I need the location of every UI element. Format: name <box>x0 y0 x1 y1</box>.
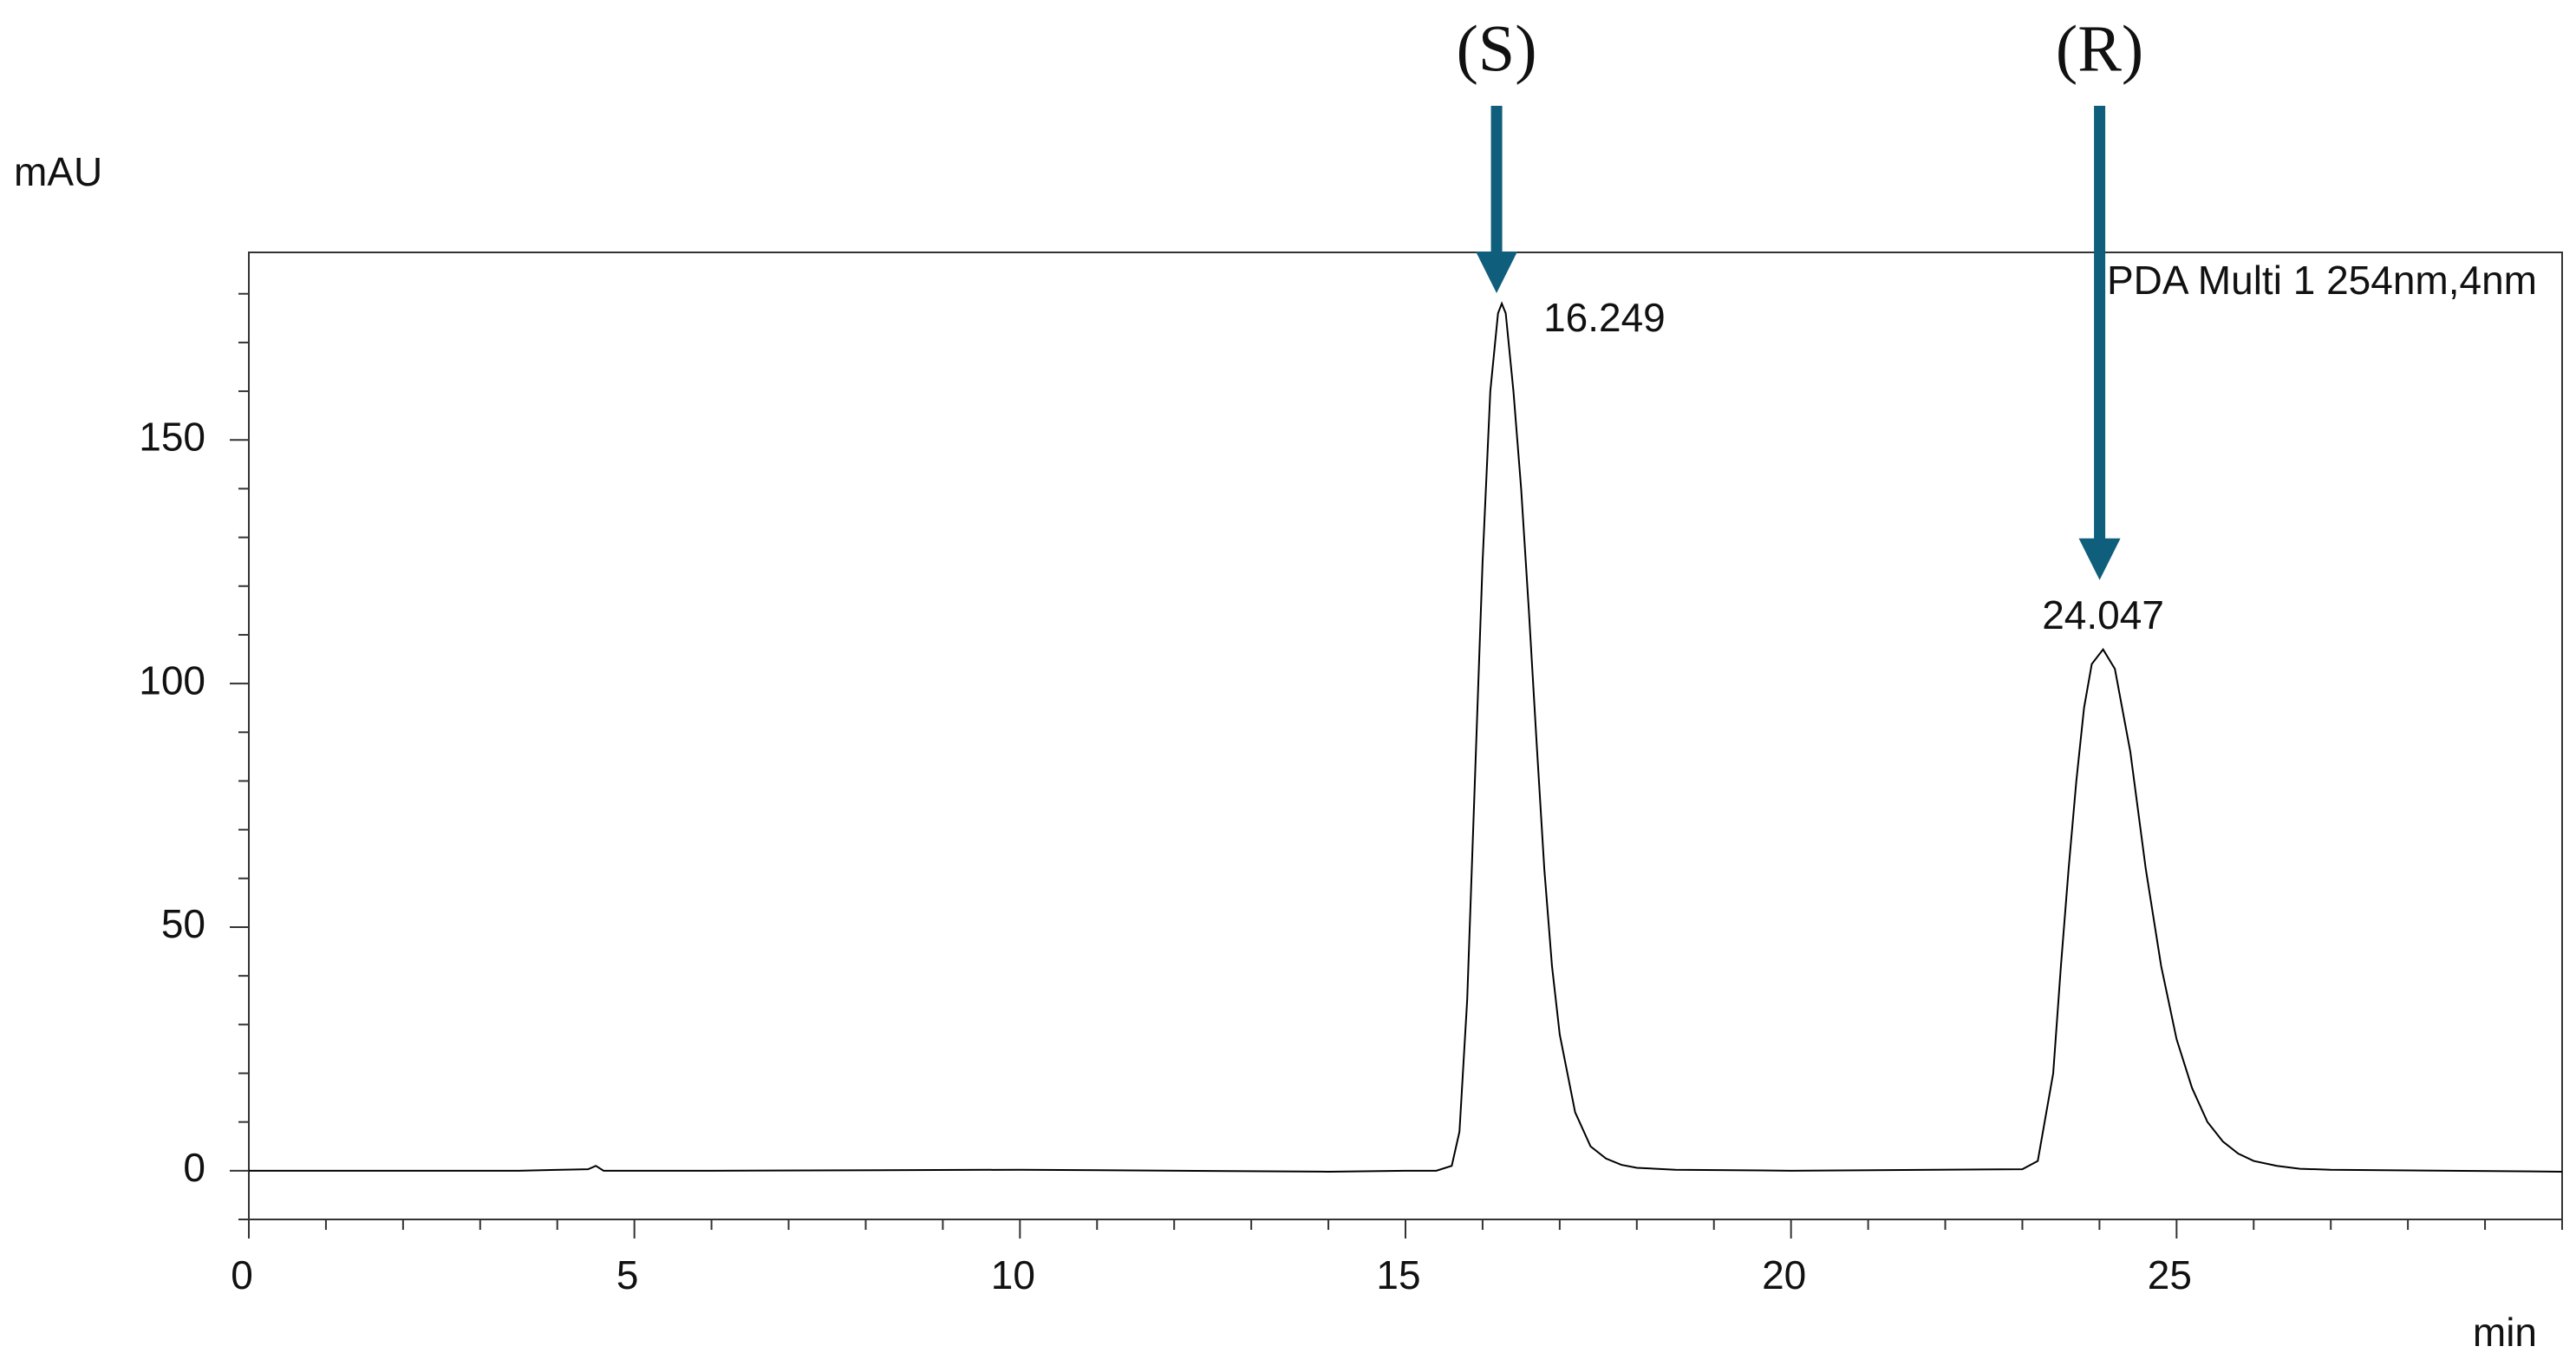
arrow-head <box>1476 251 1518 293</box>
x-tick-label: 5 <box>616 1252 639 1297</box>
x-tick-label: 10 <box>991 1252 1035 1297</box>
y-tick-label: 100 <box>139 657 205 703</box>
peak-name: (R) <box>2056 12 2143 85</box>
x-tick-label: 15 <box>1376 1252 1420 1297</box>
plot-frame <box>248 252 2563 1220</box>
y-tick-label: 0 <box>183 1145 205 1190</box>
peak-label: 16.249 <box>1543 295 1666 340</box>
y-tick-label: 150 <box>139 414 205 459</box>
peak-label: 24.047 <box>2042 592 2164 637</box>
x-axis-label: min <box>2473 1310 2537 1355</box>
annotation: PDA Multi 1 254nm,4nm <box>2107 258 2537 303</box>
arrow-head <box>2078 538 2121 580</box>
y-axis-label: mAU <box>14 149 102 194</box>
x-tick-label: 0 <box>231 1252 253 1297</box>
peak-name: (S) <box>1457 12 1537 85</box>
y-tick-label: 50 <box>161 901 205 946</box>
x-tick-label: 25 <box>2148 1252 2192 1297</box>
x-tick-label: 20 <box>1762 1252 1806 1297</box>
trace <box>249 301 2563 1173</box>
